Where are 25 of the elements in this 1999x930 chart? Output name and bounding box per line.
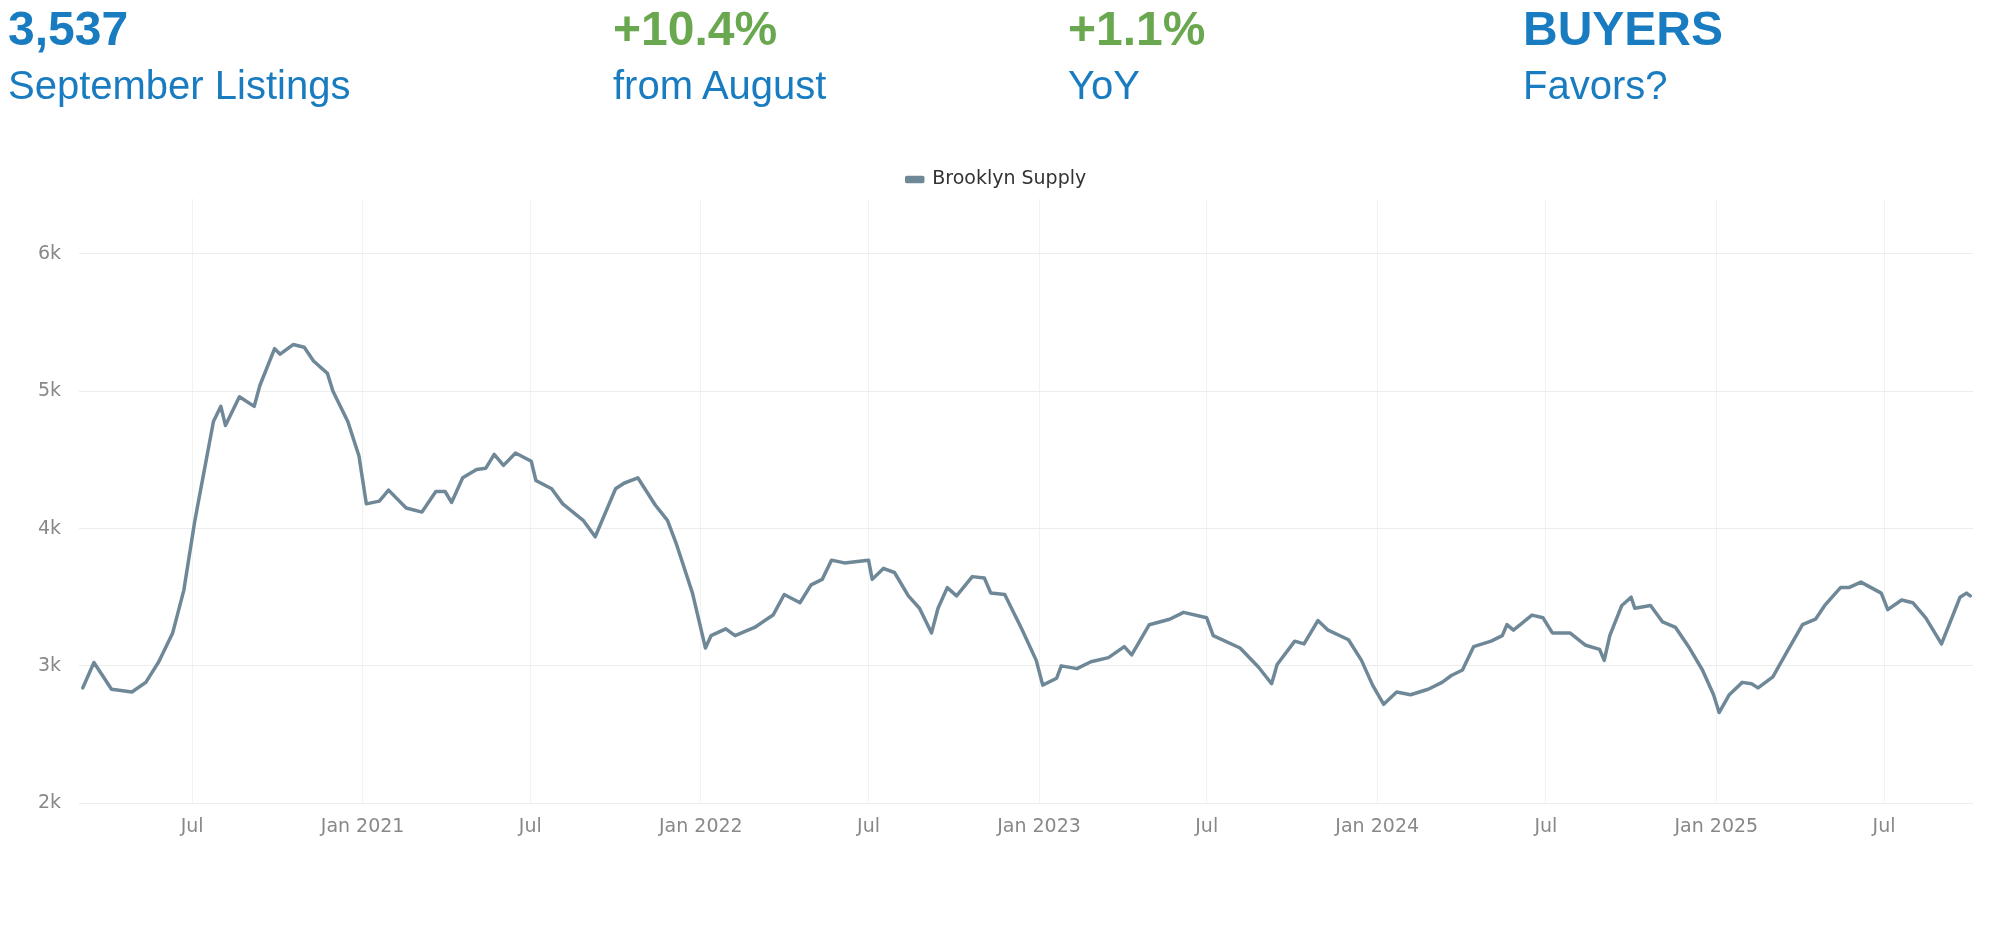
x-tick-label: Jan 2024 bbox=[1334, 813, 1420, 836]
x-tick-label: Jul bbox=[179, 813, 204, 836]
text: Favors? bbox=[1523, 62, 1668, 109]
text: BUYERS bbox=[1523, 1, 1724, 57]
text: September Listings bbox=[8, 62, 351, 109]
x-tick-label: Jul bbox=[1194, 813, 1219, 836]
y-tick-label: 2k bbox=[38, 790, 62, 813]
y-tick-label: 4k bbox=[38, 515, 62, 538]
text: +1.1% bbox=[1068, 1, 1206, 57]
x-tick-label: Jul bbox=[1871, 813, 1896, 836]
x-tick-label: Jul bbox=[856, 813, 880, 836]
text: +10.4% bbox=[613, 1, 778, 57]
x-tick-label: Jan 2025 bbox=[1673, 813, 1759, 836]
text: 3,537 bbox=[8, 1, 129, 57]
y-tick-label: 5k bbox=[38, 378, 62, 401]
legend-label: Brooklyn Supply bbox=[932, 166, 1087, 189]
x-tick-label: Jul bbox=[517, 813, 542, 836]
x-tick-label: Jan 2021 bbox=[319, 813, 405, 836]
y-tick-label: 3k bbox=[38, 652, 62, 675]
y-tick-label: 6k bbox=[38, 240, 62, 263]
x-tick-label: Jul bbox=[1533, 813, 1558, 836]
x-tick-label: Jan 2022 bbox=[657, 813, 743, 836]
x-tick-label: Jan 2023 bbox=[996, 813, 1081, 836]
text: YoY bbox=[1068, 62, 1140, 109]
text: from August bbox=[613, 62, 827, 109]
